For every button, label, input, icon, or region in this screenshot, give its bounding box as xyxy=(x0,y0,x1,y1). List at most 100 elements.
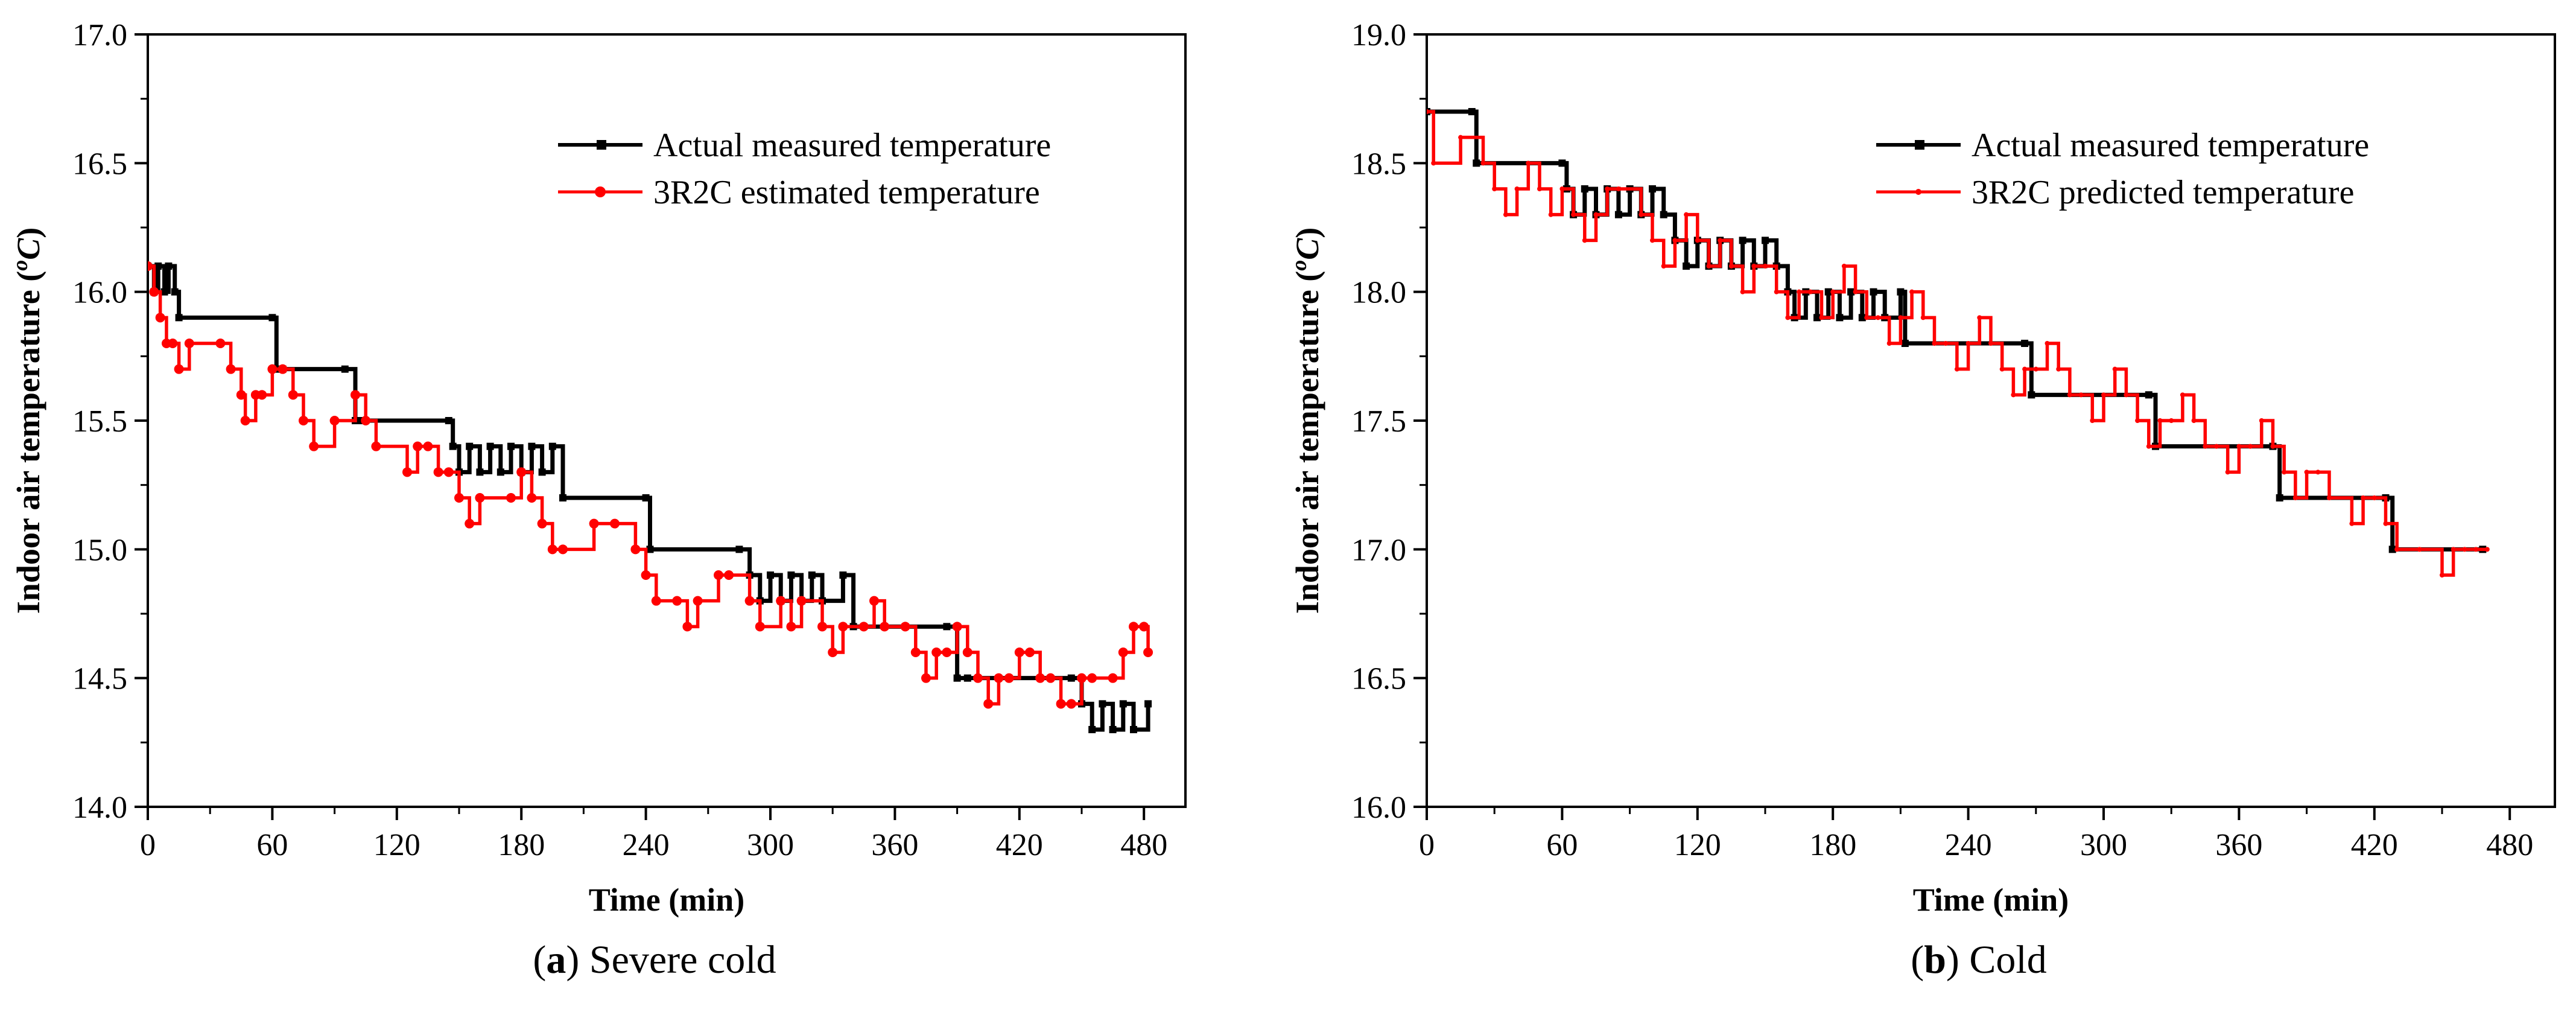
data-point xyxy=(465,518,475,529)
data-point xyxy=(767,571,774,579)
y-tick-label: 16.5 xyxy=(1351,662,1406,696)
data-point xyxy=(1739,237,1746,244)
y-tick-label: 16.5 xyxy=(72,147,127,181)
data-point xyxy=(880,622,890,632)
data-point xyxy=(1932,341,1937,346)
data-point xyxy=(1431,161,1436,166)
data-point xyxy=(869,596,879,606)
data-point xyxy=(496,468,504,476)
y-axis-title-superscript: o xyxy=(8,260,32,271)
data-point xyxy=(858,622,869,632)
data-point xyxy=(1858,314,1866,322)
data-point xyxy=(1045,673,1056,683)
data-point xyxy=(1035,673,1045,683)
data-point xyxy=(2349,521,2355,526)
data-point xyxy=(226,364,236,374)
y-tick-label: 17.0 xyxy=(1351,533,1406,567)
data-point xyxy=(154,263,162,270)
y-axis-title-main: Indoor air temperature ( xyxy=(10,271,46,614)
data-point xyxy=(1683,263,1690,270)
data-point xyxy=(910,648,921,657)
data-point xyxy=(1571,212,1576,217)
data-point xyxy=(547,544,557,555)
x-tick-label: 60 xyxy=(256,828,288,862)
data-point xyxy=(1740,289,1745,294)
data-point xyxy=(2033,366,2038,372)
data-point xyxy=(537,518,547,529)
legend-entry: 3R2C estimated temperature xyxy=(558,174,1040,211)
data-point xyxy=(2191,418,2197,423)
x-axis-title: Time (min) xyxy=(1913,882,2069,918)
data-point xyxy=(1014,648,1024,657)
data-point xyxy=(2292,495,2298,500)
data-point xyxy=(1616,186,1621,191)
y-axis-title: Indoor air temperature (oC) xyxy=(1287,228,1325,614)
data-point xyxy=(445,417,452,424)
data-point xyxy=(236,390,246,400)
data-point xyxy=(1684,212,1689,217)
data-point xyxy=(1898,315,1903,320)
legend-label: 3R2C estimated temperature xyxy=(653,174,1040,211)
data-point xyxy=(2022,366,2028,372)
legend-entry: Actual measured temperature xyxy=(1876,127,2369,164)
data-point xyxy=(371,441,381,451)
data-point xyxy=(589,518,599,529)
data-point xyxy=(2112,366,2118,372)
data-point xyxy=(168,339,178,348)
data-point xyxy=(1129,622,1138,632)
data-point xyxy=(2146,444,2151,449)
data-point xyxy=(943,623,951,631)
data-point xyxy=(2327,495,2332,500)
data-point xyxy=(548,442,556,450)
data-point xyxy=(1876,315,1880,320)
legend-marker xyxy=(595,186,606,197)
chart-panel-a: 0 60 120 180 240 300 360 420 480 14.0 14.5 15.0 15.5… xyxy=(8,18,1187,982)
data-point xyxy=(994,673,1004,683)
x-tick-label: 180 xyxy=(1809,828,1856,862)
data-point xyxy=(1785,315,1791,320)
data-point xyxy=(507,442,515,450)
data-point xyxy=(962,648,972,657)
data-point xyxy=(1661,264,1666,269)
data-point xyxy=(744,596,755,606)
data-point xyxy=(1999,366,2005,372)
data-point xyxy=(528,442,536,450)
data-point xyxy=(2214,444,2219,449)
data-point xyxy=(2021,340,2029,347)
x-tick-label: 180 xyxy=(498,828,545,862)
data-point xyxy=(2135,418,2140,423)
data-point xyxy=(796,596,807,606)
data-point xyxy=(148,261,153,271)
data-point xyxy=(630,544,641,555)
data-point xyxy=(2124,392,2129,398)
x-tick-label: 120 xyxy=(1674,828,1721,862)
data-point xyxy=(1581,185,1588,193)
data-point xyxy=(288,390,298,400)
data-point xyxy=(1559,186,1565,191)
y-axis-title-main: Indoor air temperature ( xyxy=(1289,271,1325,614)
data-point xyxy=(1853,289,1858,294)
data-point xyxy=(433,467,443,477)
data-point xyxy=(1458,135,1464,140)
data-point xyxy=(2383,521,2388,526)
data-point xyxy=(1965,341,1971,346)
caption-open-paren: ( xyxy=(533,938,546,982)
data-point xyxy=(413,441,423,451)
data-point xyxy=(817,622,827,632)
data-point xyxy=(175,314,183,322)
data-point xyxy=(953,674,961,682)
data-point xyxy=(361,416,371,425)
data-point xyxy=(1728,264,1734,269)
data-point xyxy=(828,648,838,657)
y-axis-title-unit: C xyxy=(10,238,46,260)
data-point xyxy=(682,622,693,632)
data-point xyxy=(755,622,765,632)
caption: (a) Severe cold xyxy=(533,938,776,982)
data-point xyxy=(506,493,516,503)
data-point xyxy=(838,622,848,632)
data-point xyxy=(309,441,319,451)
legend-label: 3R2C predicted temperature xyxy=(1972,174,2354,211)
series-estimated xyxy=(148,261,1153,709)
data-point xyxy=(2473,547,2479,552)
data-point xyxy=(1954,366,1959,372)
